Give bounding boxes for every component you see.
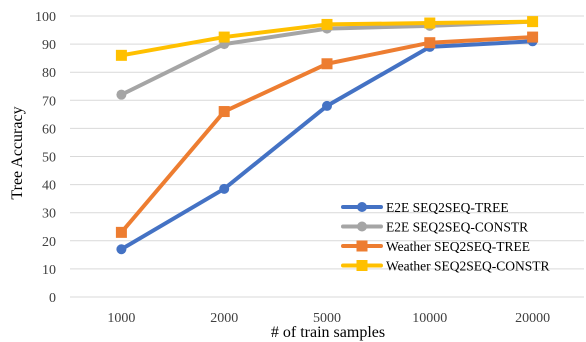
legend-label: Weather SEQ2SEQ-CONSTR: [386, 259, 550, 274]
legend-marker: [356, 240, 368, 252]
data-point-weather-seq2seq-tree: [218, 106, 230, 118]
data-point-e2e-seq2seq-constr: [116, 89, 127, 100]
y-tick-label: 90: [42, 38, 56, 53]
x-tick-label: 5000: [313, 311, 341, 326]
y-tick-label: 60: [42, 122, 56, 137]
legend-label: E2E SEQ2SEQ-TREE: [386, 200, 509, 215]
gridlines: [70, 15, 584, 270]
data-point-e2e-seq2seq-tree: [219, 183, 230, 194]
legend: E2E SEQ2SEQ-TREE E2E SEQ2SEQ-CONSTR Weathe…: [341, 200, 550, 274]
x-tick-label: 10000: [412, 311, 447, 326]
y-axis-ticks: 0 10 20 30 40 50 60 70 80 90 100: [35, 10, 56, 306]
data-point-weather-seq2seq-constr: [527, 16, 539, 28]
data-point-weather-seq2seq-constr: [321, 18, 333, 30]
data-point-weather-seq2seq-tree: [321, 58, 333, 70]
y-tick-label: 100: [35, 10, 56, 25]
legend-marker: [357, 221, 367, 232]
legend-marker: [356, 260, 368, 271]
legend-item: Weather SEQ2SEQ-CONSTR: [341, 259, 550, 274]
data-point-weather-seq2seq-tree: [527, 31, 539, 43]
y-tick-label: 20: [42, 235, 56, 250]
data-point-weather-seq2seq-constr: [115, 49, 127, 61]
y-tick-label: 80: [42, 66, 56, 81]
legend-item: E2E SEQ2SEQ-CONSTR: [341, 220, 528, 235]
data-point-weather-seq2seq-constr: [218, 31, 230, 43]
y-axis-label: Tree Accuracy: [9, 106, 26, 199]
legend-item: E2E SEQ2SEQ-TREE: [341, 200, 509, 215]
data-point-weather-seq2seq-constr: [424, 17, 436, 29]
data-point-e2e-seq2seq-tree: [322, 100, 332, 111]
y-tick-label: 40: [42, 179, 56, 194]
x-tick-label: 20000: [515, 311, 550, 326]
x-tick-label: 2000: [210, 311, 238, 326]
x-axis-label: # of train samples: [271, 324, 385, 341]
x-axis-ticks: 1000 2000 5000 10000 20000: [107, 311, 550, 326]
y-tick-label: 70: [42, 94, 56, 109]
y-tick-label: 50: [42, 151, 56, 166]
legend-marker: [357, 202, 367, 212]
data-point-weather-seq2seq-tree: [424, 37, 436, 49]
legend-item: Weather SEQ2SEQ-TREE: [341, 239, 530, 254]
data-point-e2e-seq2seq-tree: [116, 244, 127, 255]
series-lines: [119, 19, 535, 252]
y-tick-label: 10: [42, 263, 56, 278]
series-markers: [115, 16, 539, 255]
x-tick-label: 1000: [107, 311, 135, 326]
data-point-weather-seq2seq-tree: [115, 226, 127, 238]
y-tick-label: 0: [49, 291, 56, 306]
legend-label: Weather SEQ2SEQ-TREE: [386, 239, 530, 254]
y-tick-label: 30: [42, 207, 56, 222]
legend-label: E2E SEQ2SEQ-CONSTR: [386, 220, 528, 235]
